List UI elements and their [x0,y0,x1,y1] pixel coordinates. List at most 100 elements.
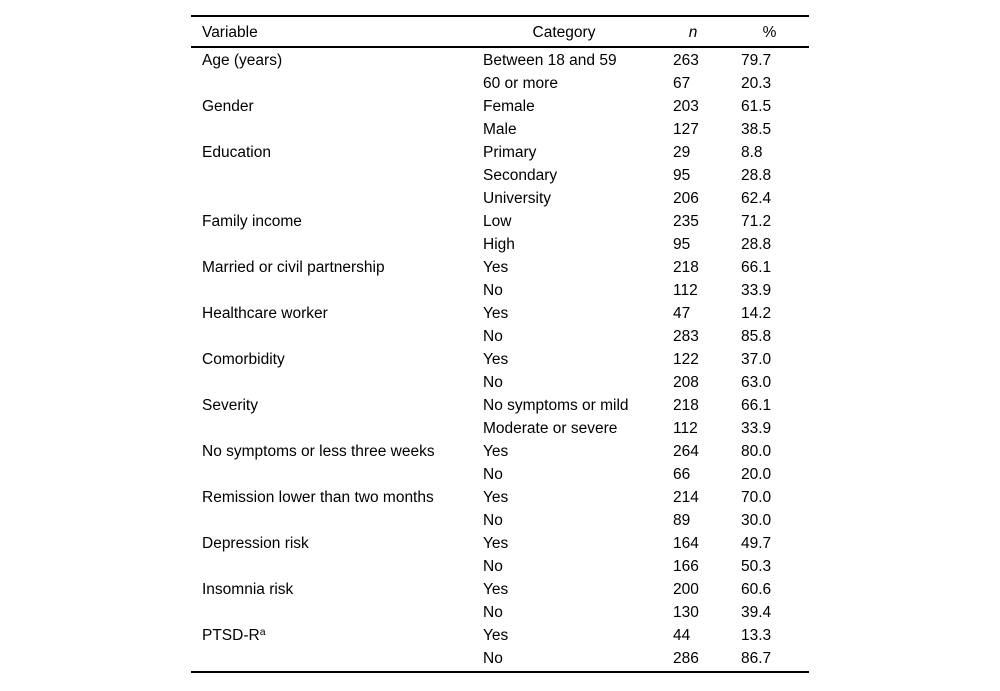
variable-cell: Married or civil partnership [202,259,385,276]
table-row: No 286 86.7 [191,647,809,670]
percent-cell: 49.7 [741,535,772,552]
category-cell: Yes [483,305,509,322]
percent-cell: 85.8 [741,328,772,345]
category-cell: Female [483,98,535,115]
table-row: Comorbidity Yes 122 37.0 [191,348,809,371]
variable-cell: Education [202,144,271,161]
category-cell: No [483,558,503,575]
n-cell: 166 [673,558,699,575]
n-cell: 264 [673,443,699,460]
table-row: High 95 28.8 [191,233,809,256]
table-header: Variable Category n % [191,17,809,48]
category-cell: Yes [483,581,509,598]
n-cell: 235 [673,213,699,230]
variable-superscript: a [259,626,266,638]
variable-cell [191,233,483,256]
category-cell: Male [483,121,517,138]
variable-cell: PTSD-Ra [202,626,266,644]
percent-cell: 70.0 [741,489,772,506]
n-cell: 200 [673,581,699,598]
percent-cell: 33.9 [741,420,772,437]
n-cell: 29 [673,144,691,161]
variable-cell: Severity [202,397,258,414]
category-cell: No [483,328,503,345]
table-row: Married or civil partnership Yes 218 66.1 [191,256,809,279]
column-header-percent: % [762,24,777,41]
percent-cell: 33.9 [741,282,772,299]
variable-cell [191,555,483,578]
variable-cell [191,118,483,141]
percent-cell: 86.7 [741,650,772,667]
column-header-variable: Variable [202,24,258,41]
category-cell: No [483,604,503,621]
table-body: Age (years) Between 18 and 59 263 79.7 60 or… [191,48,809,671]
percent-cell: 62.4 [741,190,772,207]
table-row: Education Primary 29 8.8 [191,141,809,164]
table-row: No 89 30.0 [191,509,809,532]
n-cell: 66 [673,466,691,483]
percent-cell: 63.0 [741,374,772,391]
n-cell: 164 [673,535,699,552]
percent-cell: 61.5 [741,98,772,115]
percent-cell: 20.0 [741,466,772,483]
table-row: Insomnia risk Yes 200 60.6 [191,578,809,601]
category-cell: High [483,236,515,253]
percent-cell: 39.4 [741,604,772,621]
table-row: No 130 39.4 [191,601,809,624]
percent-cell: 79.7 [741,52,772,69]
variable-cell [191,164,483,187]
category-cell: Yes [483,443,509,460]
variable-cell: Depression risk [202,535,309,552]
percent-cell: 28.8 [741,236,772,253]
n-cell: 283 [673,328,699,345]
variable-cell [191,325,483,348]
table-row: University 206 62.4 [191,187,809,210]
category-cell: Between 18 and 59 [483,52,617,69]
table-row: Gender Female 203 61.5 [191,95,809,118]
variable-cell: Healthcare worker [202,305,328,322]
percent-cell: 20.3 [741,75,772,92]
n-cell: 127 [673,121,699,138]
table-row: Depression risk Yes 164 49.7 [191,532,809,555]
percent-cell: 80.0 [741,443,772,460]
table-row: PTSD-Ra Yes 44 13.3 [191,624,809,647]
category-cell: Yes [483,259,509,276]
category-cell: Secondary [483,167,558,184]
category-cell: No [483,466,503,483]
n-cell: 208 [673,374,699,391]
category-cell: No symptoms or mild [483,397,629,414]
n-cell: 112 [673,282,698,299]
n-cell: 263 [673,52,699,69]
n-cell: 95 [673,167,691,184]
table-row: Remission lower than two months Yes 214 70.… [191,486,809,509]
n-cell: 44 [673,627,691,644]
n-cell: 218 [673,259,699,276]
percent-cell: 37.0 [741,351,772,368]
column-header-n: n [688,24,698,41]
n-cell: 206 [673,190,699,207]
table-row: No symptoms or less three weeks Yes 264 80.… [191,440,809,463]
category-cell: Yes [483,627,509,644]
table-row: Healthcare worker Yes 47 14.2 [191,302,809,325]
variable-cell: Gender [202,98,254,115]
variable-cell [191,647,483,670]
variable-cell [191,509,483,532]
category-cell: No [483,374,503,391]
table-row: Secondary 95 28.8 [191,164,809,187]
variable-cell: No symptoms or less three weeks [202,443,435,460]
percent-cell: 30.0 [741,512,772,529]
variable-cell: Comorbidity [202,351,285,368]
category-cell: University [483,190,552,207]
variable-cell [191,601,483,624]
column-header-category: Category [532,24,596,41]
percent-cell: 60.6 [741,581,772,598]
percent-cell: 14.2 [741,305,772,322]
n-cell: 89 [673,512,691,529]
variable-cell [191,72,483,95]
table-row: No 166 50.3 [191,555,809,578]
table-row: Age (years) Between 18 and 59 263 79.7 [191,49,809,72]
percent-cell: 28.8 [741,167,772,184]
n-cell: 47 [673,305,691,322]
category-cell: Primary [483,144,537,161]
